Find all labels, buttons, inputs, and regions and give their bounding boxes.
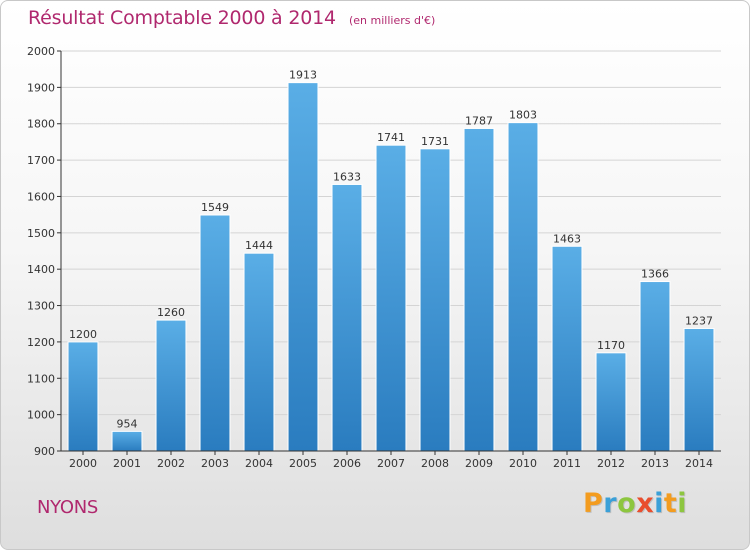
x-tick-label: 2003 — [201, 457, 229, 470]
bar — [639, 281, 671, 452]
y-tick-label: 2000 — [27, 45, 55, 58]
bar — [419, 148, 451, 452]
bar-value-label: 1237 — [685, 314, 713, 327]
bar-value-label: 1200 — [69, 328, 97, 341]
x-tick-label: 2002 — [157, 457, 185, 470]
y-tick-label: 1200 — [27, 336, 55, 349]
x-tick-label: 2014 — [685, 457, 713, 470]
bar — [683, 327, 715, 452]
y-tick-label: 1800 — [27, 118, 55, 131]
bar — [331, 183, 363, 452]
bar-value-label: 1731 — [421, 135, 449, 148]
bar — [375, 144, 407, 452]
y-tick-label: 1900 — [27, 81, 55, 94]
axes — [57, 50, 721, 455]
x-tick-label: 2012 — [597, 457, 625, 470]
brand-letter: x — [636, 488, 655, 519]
bar — [463, 127, 495, 452]
brand-letter: o — [617, 488, 637, 519]
brand-letter: P — [583, 488, 604, 519]
bar — [111, 430, 143, 452]
brand-letter: i — [654, 488, 664, 519]
x-tick-label: 2007 — [377, 457, 405, 470]
bar — [507, 122, 539, 452]
bar — [155, 319, 187, 452]
brand-letter: i — [677, 488, 688, 519]
bar — [595, 352, 627, 452]
bar-value-label: 1741 — [377, 131, 405, 144]
chart-title: Résultat Comptable 2000 à 2014 — [28, 7, 336, 29]
brand-letter: t — [663, 488, 678, 519]
bar-value-label: 1463 — [553, 232, 581, 245]
y-tick-label: 1100 — [27, 372, 55, 385]
title-row: Résultat Comptable 2000 à 2014 (en milli… — [28, 7, 435, 29]
y-tick-label: 1700 — [27, 154, 55, 167]
bar-value-label: 1803 — [509, 109, 537, 122]
bar — [67, 341, 99, 452]
bar-value-label: 1913 — [289, 69, 317, 82]
bar-value-label: 1549 — [201, 201, 229, 214]
bars — [67, 82, 715, 452]
x-tick-label: 2010 — [509, 457, 537, 470]
bar — [199, 214, 231, 452]
bar — [551, 245, 583, 452]
x-tick-label: 2006 — [333, 457, 361, 470]
bar-value-label: 1366 — [641, 268, 669, 281]
bar-value-label: 1260 — [157, 306, 185, 319]
bar-value-label: 1787 — [465, 114, 493, 127]
y-tick-label: 1000 — [27, 409, 55, 422]
bar-value-label: 1444 — [245, 239, 273, 252]
x-tick-label: 2008 — [421, 457, 449, 470]
bar — [243, 252, 275, 452]
town-name: NYONS — [37, 497, 99, 518]
labels: 900 1000 1100 1200 1300 1400 1500 1600 1700 1800 1… — [27, 45, 713, 470]
y-tick-label: 1600 — [27, 190, 55, 203]
bar-value-label: 1170 — [597, 339, 625, 352]
y-tick-label: 900 — [34, 445, 55, 458]
chart-subtitle: (en milliers d'€) — [348, 14, 436, 27]
y-tick-label: 1500 — [27, 227, 55, 240]
x-tick-label: 2009 — [465, 457, 493, 470]
bar — [287, 82, 319, 452]
brand-letter: r — [603, 488, 618, 519]
y-tick-label: 1400 — [27, 263, 55, 276]
x-tick-label: 2005 — [289, 457, 317, 470]
bar-value-label: 1633 — [333, 170, 361, 183]
x-tick-label: 2011 — [553, 457, 581, 470]
brand-logo: Proxiti — [583, 488, 687, 519]
x-tick-label: 2013 — [641, 457, 669, 470]
bar-value-label: 954 — [117, 417, 138, 430]
x-tick-label: 2000 — [69, 457, 97, 470]
x-tick-label: 2004 — [245, 457, 273, 470]
y-tick-label: 1300 — [27, 300, 55, 313]
x-tick-label: 2001 — [113, 457, 141, 470]
